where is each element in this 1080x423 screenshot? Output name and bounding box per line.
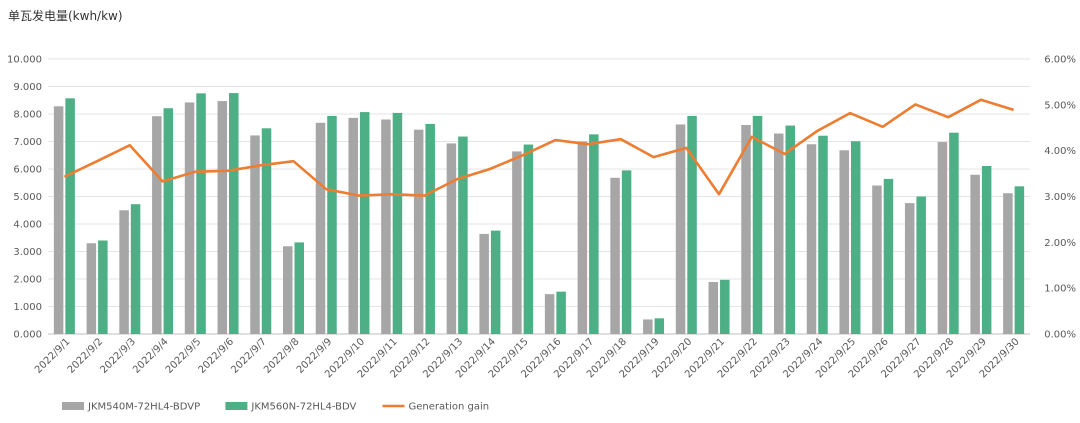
y-tick-label: 3.000 [13, 247, 42, 258]
bar-jkm560n [261, 128, 272, 334]
y-tick-label: 8.000 [13, 110, 42, 121]
y2-tick-label: 4.00% [1044, 146, 1076, 157]
bar-jkm540m [708, 282, 719, 334]
y2-tick-label: 0.00% [1044, 330, 1076, 341]
bar-jkm540m [152, 116, 162, 334]
bar-jkm560n [687, 115, 697, 334]
bar-jkm560n [523, 144, 534, 334]
bar-jkm560n [392, 112, 403, 335]
bar-jkm560n [130, 204, 141, 334]
bar-jkm560n [1014, 186, 1025, 334]
bar-jkm560n [490, 230, 501, 334]
y-tick-label: 0.000 [13, 330, 42, 341]
bar-jkm540m [610, 177, 620, 334]
bar-jkm540m [1003, 193, 1013, 334]
bar-jkm540m [184, 102, 195, 334]
legend-label: JKM560N-72HL4-BDV [250, 402, 356, 413]
unit-label: 单瓦发电量(kwh/kw) [8, 8, 123, 23]
bar-jkm560n [589, 134, 599, 334]
y-tick-label: 9.000 [13, 82, 42, 93]
bar-jkm560n [883, 178, 894, 334]
left-axis: 0.000 1.000 2.000 3.000 4.000 5.000 6.000 7.000… [7, 55, 42, 341]
gain-line [63, 98, 1014, 197]
bar-jkm540m [577, 141, 588, 334]
bar-jkm540m [937, 142, 948, 334]
bar-jkm540m [970, 174, 980, 334]
bar-jkm540m [806, 144, 817, 334]
y2-tick-label: 6.00% [1044, 55, 1076, 66]
bar-jkm560n [229, 93, 239, 334]
y-tick-label: 1.000 [13, 302, 42, 313]
bar-jkm560n [916, 196, 926, 334]
y-tick-label: 7.000 [13, 137, 42, 148]
bar-jkm560n [621, 170, 632, 334]
bar-jkm540m [872, 185, 882, 334]
bar-jkm540m [904, 203, 915, 334]
y-tick-label: 6.000 [13, 165, 42, 176]
bar-jkm560n [425, 123, 435, 335]
y-tick-label: 4.000 [13, 220, 42, 231]
bar-jkm540m [512, 151, 522, 334]
right-axis: 0.00% 1.00% 2.00% 3.00% 4.00% 5.00% 6.00% [1044, 55, 1076, 341]
bar-jkm560n [654, 318, 665, 334]
bar-jkm540m [283, 246, 293, 334]
bar-jkm560n [65, 98, 75, 334]
bar-jkm540m [53, 106, 64, 334]
y2-tick-label: 3.00% [1044, 192, 1076, 203]
bar-jkm540m [250, 135, 260, 334]
bar-jkm560n [196, 93, 206, 334]
bar-jkm540m [544, 294, 555, 334]
x-axis: 2022/9/12022/9/22022/9/32022/9/42022/9/5… [33, 336, 1022, 380]
bar-jkm560n [98, 240, 108, 334]
y2-tick-label: 2.00% [1044, 238, 1076, 249]
bar-jkm560n [556, 291, 566, 334]
bar-jkm560n [949, 132, 959, 334]
bar-jkm540m [479, 233, 489, 334]
bar-jkm540m [413, 129, 424, 334]
legend-label: JKM540M-72HL4-BDVP [87, 402, 200, 413]
bar-jkm560n [359, 112, 370, 334]
bar-jkm560n [785, 125, 795, 334]
bar-jkm540m [675, 124, 686, 334]
bar-jkm540m [217, 101, 228, 334]
bar-jkm540m [446, 143, 457, 334]
bar-jkm540m [774, 133, 784, 334]
legend-label: Generation gain [409, 402, 490, 413]
legend-swatch [225, 402, 248, 410]
gain-line-path [63, 98, 1014, 197]
bar-jkm540m [381, 119, 391, 334]
gridlines [48, 58, 1030, 335]
bar-jkm560n [720, 279, 730, 334]
bar-jkm560n [294, 242, 304, 334]
bars [53, 93, 1025, 335]
bar-jkm560n [163, 108, 174, 334]
bar-jkm560n [818, 135, 828, 334]
bar-jkm560n [981, 165, 992, 334]
y-tick-label: 5.000 [13, 192, 42, 203]
bar-jkm560n [752, 115, 763, 334]
bar-jkm560n [850, 141, 861, 334]
legend-swatch [62, 402, 84, 410]
bar-jkm540m [643, 319, 653, 334]
y-tick-label: 2.000 [13, 275, 42, 286]
bar-jkm540m [348, 117, 358, 334]
bar-jkm540m [741, 125, 751, 334]
bar-jkm540m [839, 150, 849, 334]
bar-jkm560n [458, 136, 468, 334]
bar-jkm560n [327, 115, 337, 334]
y2-tick-label: 1.00% [1044, 284, 1076, 295]
bar-jkm540m [86, 243, 97, 334]
y-tick-label: 10.000 [7, 55, 42, 66]
legend: JKM540M-72HL4-BDVP JKM560N-72HL4-BDV Gener… [62, 402, 489, 413]
y2-tick-label: 5.00% [1044, 100, 1076, 111]
bar-jkm540m [119, 210, 129, 334]
bar-jkm540m [315, 122, 326, 334]
